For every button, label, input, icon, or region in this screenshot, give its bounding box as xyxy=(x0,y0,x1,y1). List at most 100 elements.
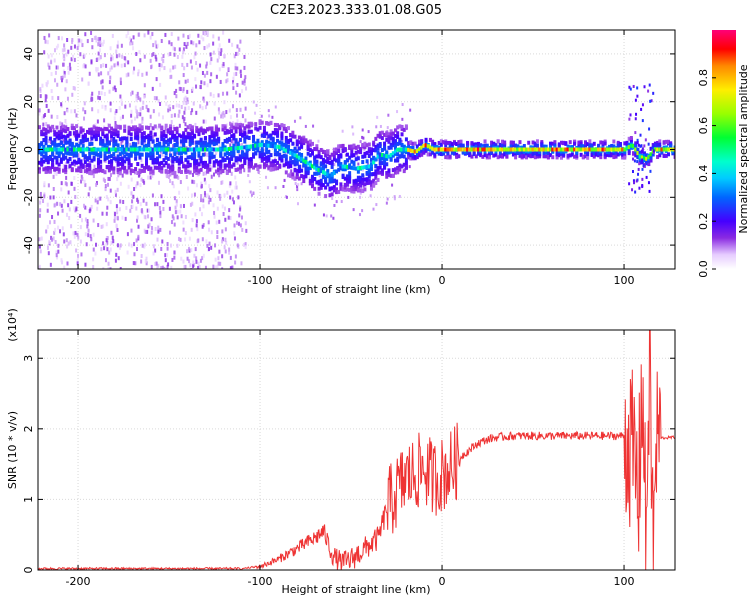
spectrogram-cell xyxy=(426,147,430,152)
spectrogram-cell xyxy=(435,150,439,155)
spectrogram-cell xyxy=(446,155,450,160)
spectrogram-cell xyxy=(158,205,161,210)
spectrogram-cell xyxy=(284,135,288,140)
spectrogram-cell xyxy=(96,160,100,165)
spectrogram-cell xyxy=(641,167,644,171)
spectrogram-cell xyxy=(448,140,452,145)
spectrogram-cell xyxy=(199,128,203,133)
spectrogram-cell xyxy=(404,137,408,142)
spectrogram-cell xyxy=(203,73,206,78)
spectrogram-cell xyxy=(184,150,188,155)
spectrogram-cell xyxy=(57,211,60,216)
spectrogram-cell xyxy=(116,44,119,49)
spectrogram-cell xyxy=(201,256,204,261)
spectrogram-cell xyxy=(51,95,54,100)
spectrogram-ridge xyxy=(195,147,199,152)
spectrogram-cell xyxy=(114,88,117,93)
spectrogram-cell xyxy=(191,86,194,91)
spectrogram-cell xyxy=(142,135,146,140)
spectrogram-cell xyxy=(444,141,448,146)
spectrogram-cell xyxy=(369,157,373,162)
spectrogram-cell xyxy=(295,157,299,162)
spectrogram-cell xyxy=(669,144,673,149)
spectrogram-cell xyxy=(173,196,176,201)
spectrogram-cell xyxy=(171,181,174,186)
spectrogram-cell xyxy=(61,208,64,213)
spectrogram-cell xyxy=(142,131,146,136)
spectrogram-cell xyxy=(296,184,299,188)
spectrogram-cell xyxy=(44,157,48,162)
spectrogram-cell xyxy=(204,119,207,124)
spectrogram-ridge xyxy=(335,169,339,174)
spectrogram-cell xyxy=(138,123,142,128)
spectrogram-cell xyxy=(236,243,239,248)
spectrogram-cell xyxy=(162,206,165,211)
spectrogram-ridge xyxy=(612,147,616,152)
spectrogram-cell xyxy=(472,151,476,156)
spectrogram-cell xyxy=(184,157,188,162)
spectrogram-cell xyxy=(138,50,141,55)
spectrogram-cell xyxy=(42,159,46,164)
spectrogram-cell xyxy=(208,167,212,172)
spectrogram-ridge xyxy=(77,147,81,152)
spectrogram-ridge xyxy=(439,147,443,152)
spectrogram-cell xyxy=(142,179,145,184)
spectrogram-cell xyxy=(213,101,216,106)
spectrogram-cell xyxy=(96,133,100,138)
spectrogram-cell xyxy=(276,133,280,138)
spectrogram-cell xyxy=(175,130,179,135)
spectrogram-cell xyxy=(155,44,158,49)
spectrogram-cell xyxy=(188,132,192,137)
spectrogram-cell xyxy=(335,190,339,195)
spectrogram-cell xyxy=(391,141,395,146)
spectrogram-cell xyxy=(385,156,389,161)
spectrogram-cell xyxy=(189,263,192,268)
spectrogram-cell xyxy=(135,98,138,103)
spectrogram-cell xyxy=(72,54,75,59)
spectrogram-cell xyxy=(656,154,660,159)
spectrogram-cell xyxy=(197,168,201,173)
spectrogram-cell xyxy=(466,145,470,150)
spectrogram-cell xyxy=(223,113,226,118)
spectrogram-cell xyxy=(200,35,203,40)
spectrogram-cell xyxy=(104,187,107,192)
spectrogram-cell xyxy=(99,37,102,42)
spectrogram-cell xyxy=(291,160,295,165)
spectrogram-cell xyxy=(180,142,183,147)
spectrogram-ridge xyxy=(459,147,463,152)
spectrogram-cell xyxy=(219,261,222,266)
spectrogram-cell xyxy=(634,144,638,149)
spectrogram-cell xyxy=(96,119,99,124)
spectrogram-cell xyxy=(232,200,235,205)
spectrogram-cell xyxy=(149,123,152,128)
spectrogram-ridge xyxy=(337,167,341,172)
spectrogram-ylabel: Frequency (Hz) xyxy=(6,108,19,191)
spectrogram-cell xyxy=(431,142,435,147)
spectrogram-cell xyxy=(212,131,216,136)
spectrogram-cell xyxy=(55,65,58,70)
spectrogram-cell xyxy=(321,157,325,162)
spectrogram-cell xyxy=(315,154,319,159)
spectrogram-cell xyxy=(197,128,201,133)
spectrogram-cell xyxy=(673,150,675,155)
spectrogram-cell xyxy=(317,153,321,158)
spectrogram-ridge xyxy=(158,147,162,152)
spectrogram-cell xyxy=(221,91,224,96)
spectrogram-ridge xyxy=(214,147,218,152)
spectrogram-cell xyxy=(503,140,507,145)
spectrogram-cell xyxy=(332,216,335,220)
spectrogram-cell xyxy=(203,177,206,182)
spectrogram-cell xyxy=(313,147,317,152)
spectrogram-cell xyxy=(350,144,354,149)
spectrogram-cell xyxy=(308,178,312,183)
spectrogram-cell xyxy=(138,169,142,174)
spectrogram-cell xyxy=(94,129,98,134)
spectrogram-cell xyxy=(503,143,507,148)
spectrogram-cell xyxy=(293,168,297,173)
spectrogram-cell xyxy=(70,151,74,156)
spectrogram-cell xyxy=(297,152,301,157)
spectrogram-cell xyxy=(70,181,73,186)
spectrogram-cell xyxy=(46,208,49,213)
spectrogram-ridge xyxy=(352,166,356,171)
spectrogram-cell xyxy=(296,146,299,150)
